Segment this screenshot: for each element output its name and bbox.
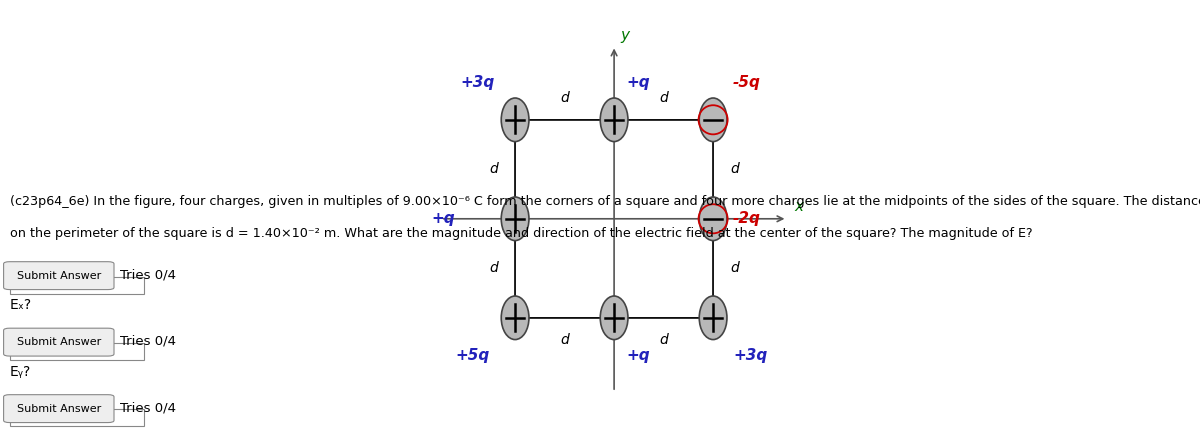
FancyBboxPatch shape: [10, 409, 144, 426]
Ellipse shape: [600, 98, 628, 142]
Text: (c23p64_6e) In the figure, four charges, given in multiples of 9.00×10⁻⁶ C form : (c23p64_6e) In the figure, four charges,…: [10, 195, 1200, 208]
Ellipse shape: [700, 296, 727, 340]
Text: Submit Answer: Submit Answer: [17, 271, 101, 281]
Ellipse shape: [502, 98, 529, 142]
Text: +q: +q: [431, 211, 455, 226]
Text: Tries 0/4: Tries 0/4: [120, 268, 176, 281]
FancyBboxPatch shape: [10, 277, 144, 294]
Text: d: d: [560, 332, 569, 347]
Text: d: d: [560, 91, 569, 105]
FancyBboxPatch shape: [4, 395, 114, 423]
Ellipse shape: [502, 296, 529, 340]
Text: -2q: -2q: [733, 211, 761, 226]
Text: d: d: [731, 162, 739, 176]
Text: d: d: [659, 91, 668, 105]
Text: Submit Answer: Submit Answer: [17, 404, 101, 414]
Text: +5q: +5q: [456, 348, 490, 363]
Ellipse shape: [700, 197, 727, 241]
Text: Eₓ?: Eₓ?: [10, 298, 31, 312]
Text: +3q: +3q: [733, 348, 767, 363]
Text: x: x: [794, 199, 803, 214]
FancyBboxPatch shape: [4, 328, 114, 356]
Ellipse shape: [700, 98, 727, 142]
Text: y: y: [620, 27, 629, 42]
Text: d: d: [659, 332, 668, 347]
FancyBboxPatch shape: [4, 262, 114, 290]
Text: -5q: -5q: [733, 75, 761, 90]
Text: Tries 0/4: Tries 0/4: [120, 401, 176, 414]
Text: +3q: +3q: [461, 75, 494, 90]
FancyBboxPatch shape: [10, 343, 144, 360]
Text: d: d: [488, 261, 498, 275]
Ellipse shape: [600, 296, 628, 340]
Text: Tries 0/4: Tries 0/4: [120, 335, 176, 347]
Text: on the perimeter of the square is d = 1.40×10⁻² m. What are the magnitude and di: on the perimeter of the square is d = 1.…: [10, 227, 1032, 240]
Text: +q: +q: [626, 75, 649, 90]
Text: Submit Answer: Submit Answer: [17, 337, 101, 347]
Text: d: d: [488, 162, 498, 176]
Text: d: d: [731, 261, 739, 275]
Text: Eᵧ?: Eᵧ?: [10, 365, 31, 379]
Ellipse shape: [502, 197, 529, 241]
Text: +q: +q: [626, 348, 649, 363]
